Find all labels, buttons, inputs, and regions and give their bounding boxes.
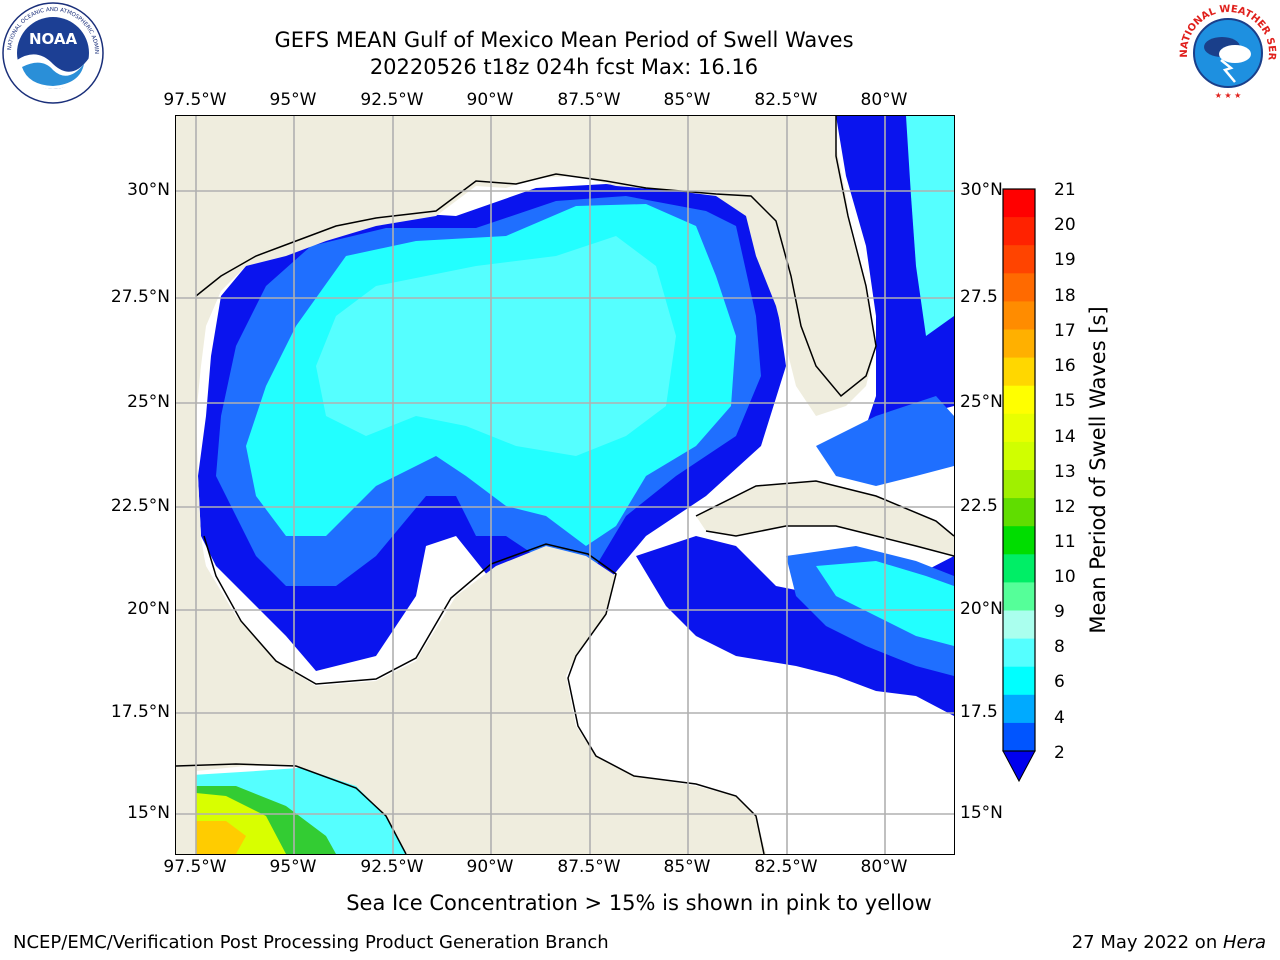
colorbar-tick: 6 — [1054, 672, 1065, 692]
coastline — [203, 535, 765, 854]
colorbar-tick: 8 — [1054, 637, 1065, 657]
colorbar-step — [1003, 413, 1035, 443]
colorbar-step — [1003, 554, 1035, 583]
colorbar-title: Mean Period of Swell Waves [s] — [1086, 306, 1110, 634]
lon-tick-top: 80°W — [860, 90, 908, 110]
graticule — [176, 116, 954, 854]
sea-ice-caption: Sea Ice Concentration > 15% is shown in … — [0, 891, 1280, 915]
colorbar-tick: 17 — [1054, 321, 1076, 341]
lat-tick-right: 27.5 — [960, 287, 998, 307]
lon-tick-bottom: 80°W — [860, 857, 908, 877]
colorbar-tick: 11 — [1054, 532, 1076, 552]
footer-credit: NCEP/EMC/Verification Post Processing Pr… — [13, 932, 609, 953]
lat-tick-left: 15°N — [127, 803, 170, 823]
colorbar-tick: 19 — [1054, 250, 1076, 270]
noaa-logo: NOAA NATIONAL OCEANIC AND ATMOSPHERIC AD… — [0, 0, 104, 104]
colorbar — [1002, 188, 1036, 783]
colorbar-step — [1003, 329, 1035, 359]
swell-region-light — [316, 236, 676, 456]
colorbar-step — [1003, 666, 1035, 696]
lon-tick-top: 82.5°W — [754, 90, 818, 110]
colorbar-extend-arrow — [1002, 750, 1036, 783]
lon-tick-top: 92.5°W — [360, 90, 424, 110]
footer-date: 27 May 2022 on Hera — [1072, 932, 1266, 953]
lat-tick-left: 27.5°N — [110, 287, 170, 307]
land-cuba — [696, 481, 954, 556]
lat-tick-left: 17.5°N — [110, 702, 170, 722]
colorbar-step — [1003, 694, 1035, 724]
svg-text:★ ★ ★: ★ ★ ★ — [1215, 91, 1242, 100]
footer-date-text: 27 May 2022 on — [1071, 932, 1223, 953]
lon-tick-bottom: 95°W — [269, 857, 317, 877]
lat-tick-right: 15°N — [960, 803, 1003, 823]
lon-tick-top: 95°W — [269, 90, 317, 110]
lon-tick-bottom: 82.5°W — [754, 857, 818, 877]
colorbar-step — [1003, 722, 1035, 752]
map-subtitle: 20220526 t18z 024h fcst Max: 16.16 — [369, 55, 759, 79]
map-plot-area — [175, 115, 955, 855]
map-canvas — [176, 116, 954, 854]
colorbar-tick: 21 — [1054, 180, 1076, 200]
colorbar-step — [1003, 245, 1035, 274]
land-florida — [776, 176, 876, 406]
map-title: GEFS MEAN Gulf of Mexico Mean Period of … — [274, 28, 854, 52]
lon-tick-top: 90°W — [466, 90, 514, 110]
coastline — [176, 763, 407, 854]
colorbar-step — [1003, 385, 1035, 415]
lon-tick-bottom: 90°W — [466, 857, 514, 877]
colorbar-step — [1003, 189, 1035, 218]
colorbar-step — [1003, 582, 1035, 611]
colorbar-tick: 14 — [1054, 427, 1076, 447]
lat-tick-left: 20°N — [127, 599, 170, 619]
caption-text: Sea Ice Concentration > 15% is shown in … — [346, 891, 932, 915]
land-usa — [176, 116, 954, 854]
lon-tick-bottom: 92.5°W — [360, 857, 424, 877]
lon-tick-top: 87.5°W — [557, 90, 621, 110]
footer-machine: Hera — [1222, 932, 1266, 953]
lon-tick-top: 85°W — [663, 90, 711, 110]
lat-tick-left: 22.5°N — [110, 496, 170, 516]
colorbar-step — [1003, 498, 1035, 527]
colorbar-tick: 9 — [1054, 602, 1065, 622]
colorbar-tick: 18 — [1054, 286, 1076, 306]
colorbar-step — [1003, 610, 1035, 640]
swell-region-pacific-orange — [196, 821, 246, 854]
colorbar-step — [1003, 526, 1035, 555]
lat-tick-left: 30°N — [127, 180, 170, 200]
colorbar-tick: 10 — [1054, 567, 1076, 587]
lat-tick-left: 25°N — [127, 392, 170, 412]
svg-text:NOAA: NOAA — [29, 30, 78, 48]
lon-tick-bottom: 85°W — [663, 857, 711, 877]
colorbar-step — [1003, 638, 1035, 668]
lat-tick-right: 20°N — [960, 599, 1003, 619]
colorbar-step — [1003, 470, 1035, 499]
colorbar-tick: 12 — [1054, 497, 1076, 517]
coastline — [695, 480, 954, 557]
swell-region-caribbean — [636, 536, 954, 716]
colorbar-tick: 13 — [1054, 462, 1076, 482]
lon-tick-top: 97.5°W — [163, 90, 227, 110]
colorbar-tick: 2 — [1054, 743, 1065, 763]
lat-tick-right: 30°N — [960, 180, 1003, 200]
colorbar-tick: 4 — [1054, 708, 1065, 728]
lat-tick-right: 22.5 — [960, 496, 998, 516]
colorbar-tick: 20 — [1054, 215, 1076, 235]
swell-region-atlantic-cyan — [906, 116, 954, 336]
colorbar-tick: 16 — [1054, 356, 1076, 376]
colorbar-tick: 15 — [1054, 391, 1076, 411]
lat-tick-right: 17.5 — [960, 702, 998, 722]
lon-tick-bottom: 97.5°W — [163, 857, 227, 877]
lon-tick-bottom: 87.5°W — [557, 857, 621, 877]
colorbar-step — [1003, 357, 1035, 387]
land-mexico — [196, 516, 766, 854]
colorbar-step — [1003, 301, 1035, 330]
lat-tick-right: 25°N — [960, 392, 1003, 412]
colorbar-step — [1003, 217, 1035, 246]
nws-logo: NATIONAL WEATHER SERVICE ★ ★ ★ — [1173, 0, 1279, 104]
colorbar-step — [1003, 441, 1035, 471]
coastline — [195, 116, 877, 398]
colorbar-step — [1003, 273, 1035, 302]
